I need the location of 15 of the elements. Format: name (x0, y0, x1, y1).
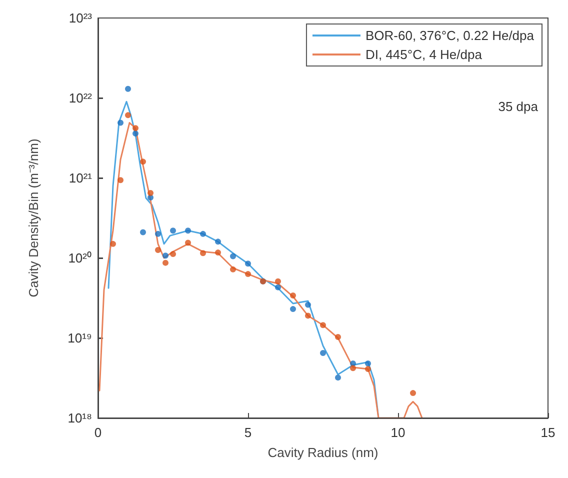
legend-label: BOR-60, 376°C, 0.22 He/dpa (365, 28, 535, 43)
x-tick-label: 15 (540, 425, 556, 440)
legend-label: DI, 445°C, 4 He/dpa (365, 47, 483, 62)
y-tick-label: 10²² (68, 90, 93, 106)
y-tick-label: 10²¹ (68, 170, 93, 186)
x-tick-label: 0 (94, 425, 102, 440)
y-tick-label: 10²⁰ (68, 250, 92, 266)
x-tick-label: 10 (390, 425, 406, 440)
x-tick-label: 5 (244, 425, 252, 440)
y-tick-label: 10²³ (68, 10, 93, 26)
annotation: 35 dpa (498, 99, 539, 114)
y-axis-title: Cavity Density/Bin (m⁻³/nm) (26, 138, 41, 298)
y-tick-label: 10¹⁸ (68, 410, 92, 426)
x-axis-title: Cavity Radius (nm) (268, 445, 378, 460)
y-tick-label: 10¹⁹ (68, 330, 92, 346)
